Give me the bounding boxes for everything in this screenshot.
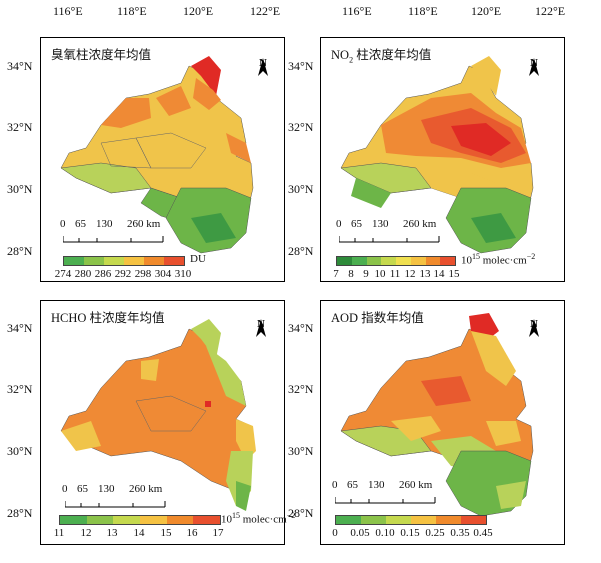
legend-num-ozone-5: 304 (154, 268, 172, 280)
legend-num-hcho-5: 16 (186, 527, 198, 539)
panel-ozone: 臭氧柱浓度年均值 N 0 65 130 260 km DU 274 280 28… (40, 37, 285, 282)
map-aod (340, 313, 534, 517)
lat-label-32-top-r: 32°N (288, 120, 314, 134)
legend-num-ozone-6: 310 (174, 268, 192, 280)
lat-label-28-top-r: 28°N (288, 244, 314, 258)
legend-unit-ozone: DU (190, 253, 206, 265)
lon-label-120-left: 120°E (183, 4, 214, 18)
scalebar-ozone: 0 65 130 260 km (60, 218, 183, 243)
lon-label-122-right: 122°E (535, 4, 566, 18)
panel-hcho-title: HCHO 柱浓度年均值 (51, 311, 165, 325)
legend-num-ozone-0: 274 (54, 268, 72, 280)
legend-num-ozone-3: 292 (114, 268, 132, 280)
lon-label-118-left: 118°E (117, 4, 147, 18)
north-arrow-ozone: N (253, 58, 273, 76)
lat-label-28-top: 28°N (7, 244, 33, 258)
legend-num-aod-0: 0 (332, 527, 338, 539)
legend-ozone (63, 256, 185, 266)
panel-aod-title: AOD 指数年均值 (331, 311, 424, 325)
lat-label-34-bottom-r: 34°N (288, 321, 314, 335)
lat-label-30-top: 30°N (7, 182, 33, 196)
lat-label-30-bottom-r: 30°N (288, 444, 314, 458)
scalebar-no2: 0 65 130 260 km (336, 218, 459, 243)
scalebar-hcho: 0 65 130 260 km (62, 483, 185, 508)
legend-num-ozone-4: 298 (134, 268, 152, 280)
lat-label-34-bottom: 34°N (7, 321, 33, 335)
legend-aod (335, 515, 487, 525)
lat-label-32-top: 32°N (7, 120, 33, 134)
lon-label-118-right: 118°E (408, 4, 438, 18)
lat-label-28-bottom: 28°N (7, 506, 33, 520)
lon-label-116-left: 116°E (53, 4, 83, 18)
legend-num-no2-3: 10 (374, 268, 386, 280)
legend-num-no2-1: 8 (348, 268, 354, 280)
north-arrow-hcho: N (251, 319, 271, 337)
legend-num-aod-6: 0.45 (473, 527, 493, 539)
legend-num-no2-6: 13 (419, 268, 431, 280)
north-arrow-icon (529, 319, 539, 337)
legend-num-ozone-2: 286 (94, 268, 112, 280)
legend-num-aod-2: 0.10 (375, 527, 395, 539)
map-no2 (340, 56, 534, 254)
legend-num-hcho-2: 13 (106, 527, 118, 539)
legend-num-no2-2: 9 (363, 268, 369, 280)
legend-hcho (59, 515, 221, 525)
lon-label-122-left: 122°E (250, 4, 281, 18)
lon-label-116-right: 116°E (342, 4, 372, 18)
legend-num-no2-8: 15 (448, 268, 460, 280)
legend-num-hcho-3: 14 (133, 527, 145, 539)
panel-no2-title: NO2 柱浓度年均值 (331, 48, 432, 65)
lat-label-30-top-r: 30°N (288, 182, 314, 196)
panel-no2: NO2 柱浓度年均值 N 0 65 130 260 km 1015 molec·… (320, 37, 565, 282)
north-arrow-icon (529, 58, 539, 76)
legend-num-no2-7: 14 (433, 268, 445, 280)
panel-ozone-title: 臭氧柱浓度年均值 (51, 48, 152, 62)
legend-num-no2-0: 7 (333, 268, 339, 280)
north-arrow-icon (258, 58, 268, 76)
legend-no2 (336, 256, 456, 266)
legend-unit-no2: 1015 molec·cm−2 (461, 252, 536, 267)
map-ozone (60, 56, 254, 254)
lat-label-32-bottom-r: 32°N (288, 382, 314, 396)
lat-label-34-top-r: 34°N (288, 59, 314, 73)
lon-label-120-right: 120°E (471, 4, 502, 18)
legend-num-hcho-6: 17 (212, 527, 224, 539)
legend-num-aod-5: 0.35 (450, 527, 470, 539)
panel-hcho: HCHO 柱浓度年均值 N 0 65 130 260 km 1015 molec… (40, 300, 295, 545)
map-hcho (60, 319, 256, 511)
legend-num-aod-4: 0.25 (425, 527, 445, 539)
lat-label-34-top: 34°N (7, 59, 33, 73)
scalebar-aod: 0 65 130 260 km (332, 479, 455, 504)
north-arrow-aod: N (524, 319, 544, 337)
lat-label-28-bottom-r: 28°N (288, 506, 314, 520)
north-arrow-icon (256, 319, 266, 337)
legend-unit-hcho: 1015 molec·cm−2 (221, 511, 296, 526)
legend-num-hcho-4: 15 (160, 527, 172, 539)
north-arrow-no2: N (524, 58, 544, 76)
lat-label-30-bottom: 30°N (7, 444, 33, 458)
legend-num-no2-5: 12 (404, 268, 416, 280)
lat-label-32-bottom: 32°N (7, 382, 33, 396)
legend-num-ozone-1: 280 (74, 268, 92, 280)
legend-num-hcho-1: 12 (80, 527, 92, 539)
legend-num-no2-4: 11 (389, 268, 401, 280)
legend-num-aod-1: 0.05 (350, 527, 370, 539)
legend-num-hcho-0: 11 (53, 527, 65, 539)
panel-aod: AOD 指数年均值 N 0 65 130 260 km 0 0.05 0.10 … (320, 300, 565, 545)
legend-num-aod-3: 0.15 (400, 527, 420, 539)
